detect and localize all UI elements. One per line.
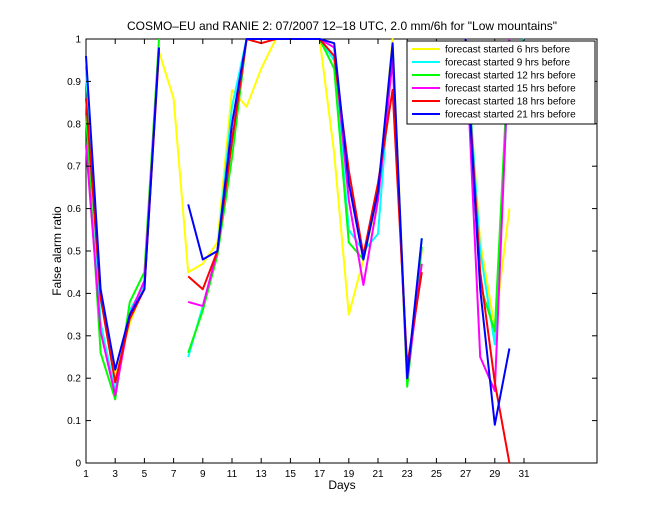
x-tick-label: 17	[314, 469, 326, 480]
x-tick-label: 5	[142, 469, 148, 480]
x-tick-label: 7	[171, 469, 177, 480]
legend-box	[406, 40, 596, 125]
legend-label: forecast started 12 hrs before	[445, 71, 576, 82]
legend-label: forecast started 6 hrs before	[445, 45, 571, 56]
x-tick-label: 3	[112, 469, 118, 480]
x-tick-label: 15	[285, 469, 297, 480]
y-tick-label: 0.3	[67, 331, 81, 342]
series-line	[85, 38, 511, 426]
x-tick-label: 13	[256, 469, 268, 480]
x-tick-label: 19	[343, 469, 355, 480]
x-axis: 1 3 5 7 9 11 13 15 17 19 21 23 25 27 29 31	[83, 39, 530, 480]
series-layer	[85, 38, 525, 464]
y-tick-label: 0.9	[67, 77, 81, 88]
y-tick-label: 0.1	[67, 416, 81, 427]
legend-label: forecast started 18 hrs before	[445, 97, 576, 108]
legend-label: forecast started 9 hrs before	[445, 58, 571, 69]
x-tick-label: 21	[372, 469, 384, 480]
legend: forecast started 6 hrs before forecast st…	[406, 40, 596, 125]
y-axis-title: False alarm ratio	[50, 206, 64, 296]
legend-label: forecast started 15 hrs before	[445, 84, 576, 95]
y-tick-label: 0.2	[67, 374, 81, 385]
y-tick-label: 0.5	[67, 247, 81, 258]
x-tick-label: 9	[200, 469, 206, 480]
x-axis-title: Days	[328, 478, 355, 492]
y-axis: 0 0.1 0.2 0.3 0.4 0.5 0.6 0.7 0.8 0.9 1	[67, 35, 597, 470]
y-tick-label: 0.7	[67, 162, 81, 173]
y-tick-label: 0.8	[67, 119, 81, 130]
x-tick-label: 31	[518, 469, 530, 480]
x-tick-label: 29	[489, 469, 501, 480]
y-tick-label: 0	[75, 459, 81, 470]
legend-label: forecast started 21 hrs before	[445, 110, 576, 121]
x-tick-label: 27	[460, 469, 472, 480]
x-tick-label: 23	[402, 469, 414, 480]
chart-title: COSMO–EU and RANIE 2: 07/2007 12–18 UTC,…	[127, 19, 557, 33]
x-tick-label: 11	[227, 469, 238, 480]
y-tick-label: 0.6	[67, 204, 81, 215]
x-tick-label: 25	[431, 469, 443, 480]
x-tick-label: 1	[83, 469, 89, 480]
y-tick-label: 0.4	[67, 289, 81, 300]
y-tick-label: 1	[75, 35, 81, 46]
